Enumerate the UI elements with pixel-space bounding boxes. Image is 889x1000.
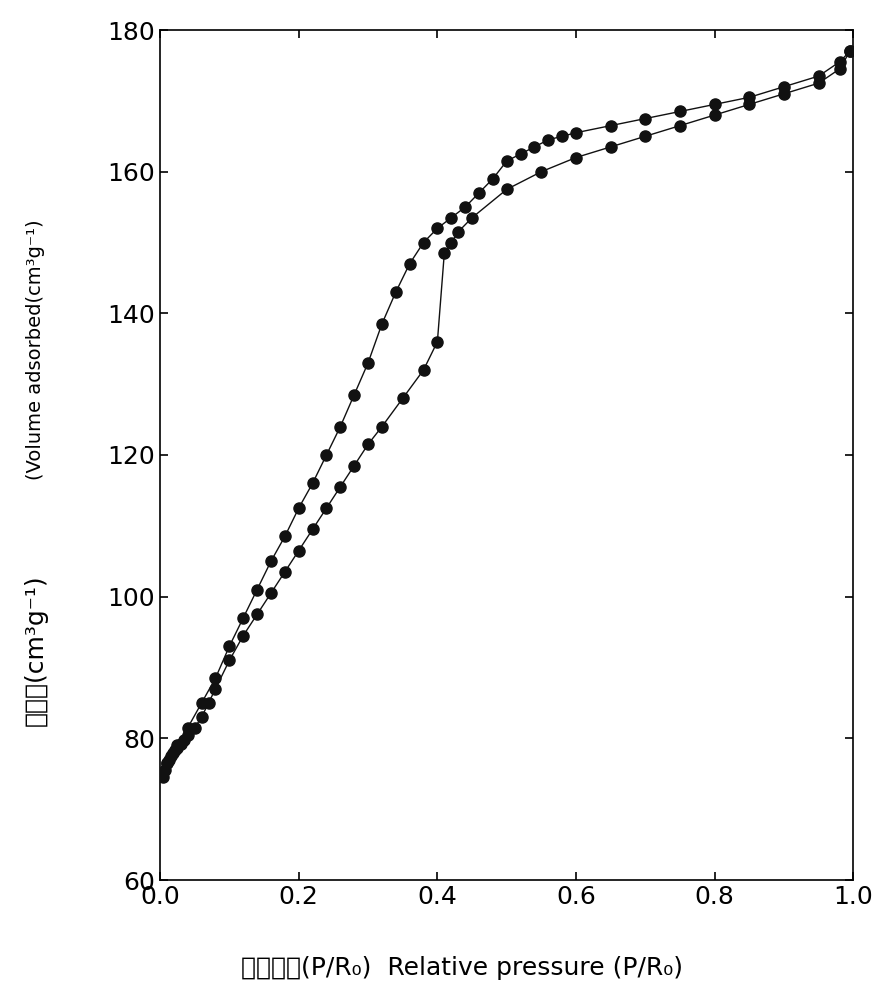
Text: 相对压力(P/R₀)  Relative pressure (P/R₀): 相对压力(P/R₀) Relative pressure (P/R₀) — [241, 956, 684, 980]
Text: 吸附量(cm³g⁻¹): 吸附量(cm³g⁻¹) — [24, 574, 47, 726]
Text: (Volume adsorbed(cm³g⁻¹): (Volume adsorbed(cm³g⁻¹) — [26, 220, 45, 480]
